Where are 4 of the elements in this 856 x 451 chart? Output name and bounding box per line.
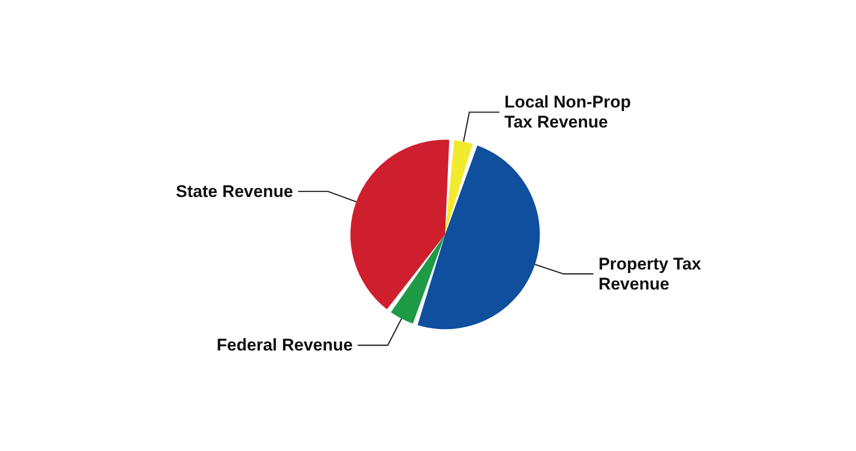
slice-label: Federal Revenue [216, 336, 353, 355]
slice-label: State Revenue [176, 182, 294, 201]
slice-label: Local Non-Prop Tax Revenue [504, 92, 636, 132]
slice-label: Property Tax Revenue [598, 254, 706, 294]
